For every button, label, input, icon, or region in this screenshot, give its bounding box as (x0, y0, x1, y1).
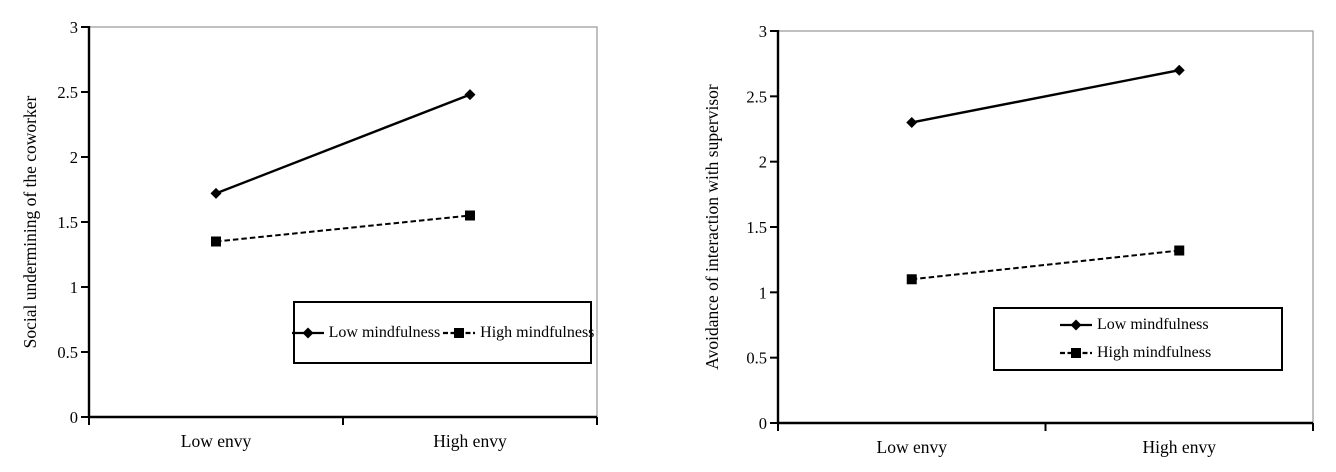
series-marker (906, 116, 918, 128)
series-marker (464, 89, 476, 101)
series-marker (906, 274, 917, 285)
series-marker (1174, 245, 1185, 256)
legend-sample-marker (454, 327, 465, 338)
series-marker (210, 187, 222, 199)
series-marker (1173, 64, 1185, 76)
y-tick-label: 2.5 (746, 87, 767, 106)
legend-sample-marker (1071, 348, 1081, 358)
legend-left-chart: Low mindfulness High mindfulness (291, 301, 595, 364)
y-tick-label: 0.5 (57, 343, 78, 362)
y-tick-label: 0 (759, 414, 767, 433)
y-tick-label: 3 (70, 18, 78, 37)
legend-item: High mindfulness (1059, 345, 1211, 361)
y-tick-label: 1 (759, 283, 767, 302)
series-marker (211, 236, 221, 247)
legend-item: Low mindfulness (1059, 317, 1209, 333)
legend-label: High mindfulness (480, 323, 595, 341)
legend-item: Low mindfulness (291, 323, 441, 341)
y-tick-label: 2 (759, 153, 767, 172)
legend-sample-marker (302, 327, 314, 338)
series-marker (465, 210, 475, 221)
legend-item: High mindfulness (442, 323, 595, 341)
y-tick-label: 1.5 (57, 213, 78, 232)
series-line (215, 214, 471, 243)
y-tick-label: 1 (70, 278, 78, 297)
legend-sample-marker (1070, 319, 1082, 331)
x-category-label: High envy (1143, 437, 1217, 457)
legend-label: Low mindfulness (1097, 316, 1209, 333)
legend-label: High mindfulness (1097, 344, 1212, 361)
legend-sample-solid-diamond (291, 327, 324, 338)
chart-panel-0: 0 0.5 1 1.5 2 2.5 3 Low envy High envy Social und… (20, 18, 598, 451)
series-line (215, 93, 471, 195)
legend-sample-dashed-square (443, 327, 476, 338)
y-tick-label: 2 (70, 148, 78, 167)
legend-label: Low mindfulness (328, 323, 441, 341)
y-tick-label: 0 (70, 408, 78, 427)
series-line (911, 249, 1180, 281)
x-category-label: High envy (433, 431, 507, 451)
y-tick-label: 2.5 (57, 83, 78, 102)
x-category-label: Low envy (877, 437, 948, 457)
y-tick-label: 0.5 (746, 349, 767, 368)
y-tick-label: 3 (759, 22, 767, 41)
x-category-label: Low envy (181, 431, 252, 451)
y-tick-label: 1.5 (746, 218, 767, 237)
series-line (911, 69, 1180, 124)
legend-right-chart: Low mindfulness High mindfulness (993, 307, 1283, 371)
legend-sample-solid-diamond (1060, 319, 1092, 331)
y-axis-title: Social undermining of the coworker (20, 95, 40, 348)
chart-panel-1: 0 0.5 1 1.5 2 2.5 3 Low envy High envy Avoidance … (702, 22, 1314, 457)
legend-sample-dashed-square (1060, 348, 1092, 358)
y-axis-title: Avoidance of interaction with supervisor (702, 84, 722, 370)
